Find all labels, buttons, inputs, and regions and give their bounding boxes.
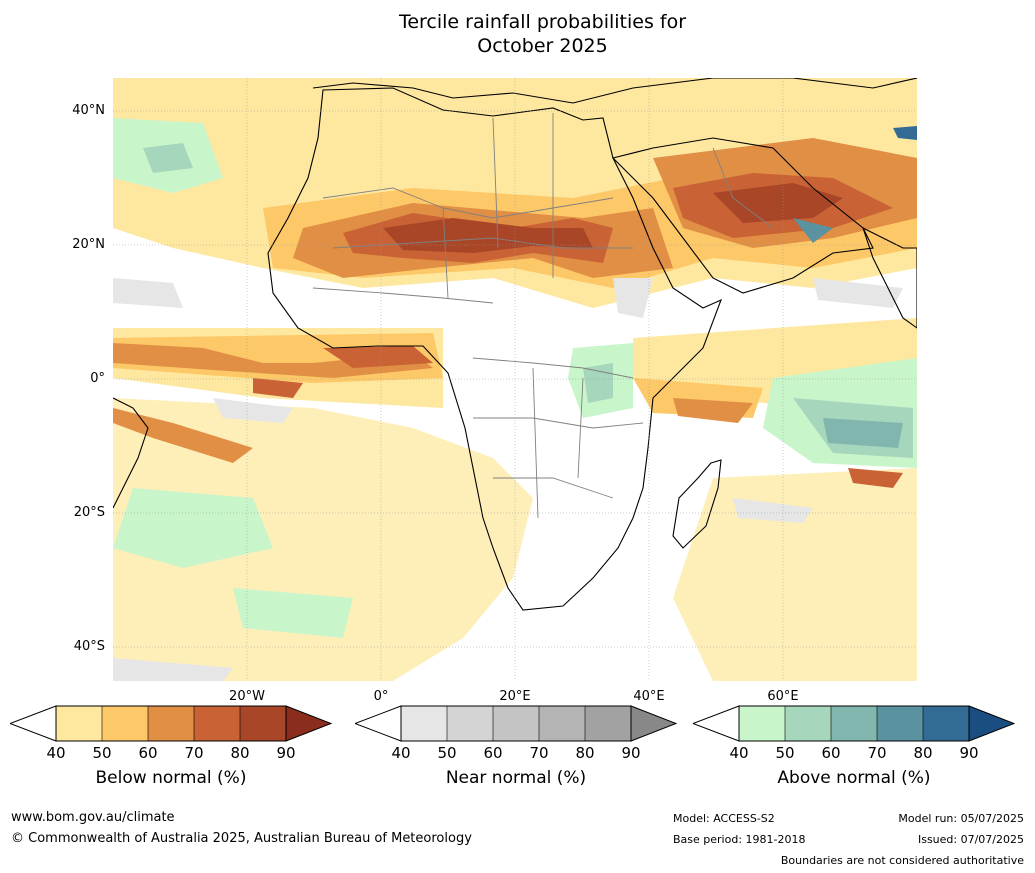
lat-label-0: 0° — [90, 371, 105, 386]
country-borders — [312, 113, 774, 519]
cbar3-bin-60-70 — [831, 706, 877, 741]
copyright-text: © Commonwealth of Australia 2025, Austra… — [11, 831, 472, 846]
below-normal-shading — [113, 78, 917, 681]
cbar3-tick: 80 — [913, 744, 933, 762]
map-title: Tercile rainfall probabilities for Octob… — [0, 10, 1035, 58]
cbar2-lower-arrow — [355, 705, 402, 742]
cbar3-tick: 50 — [775, 744, 795, 762]
lon-label-0: 0° — [373, 689, 389, 704]
cbar2-tick: 50 — [437, 744, 457, 762]
cbar2-tick: 80 — [575, 744, 595, 762]
cbar1-bin-80-90 — [240, 706, 286, 741]
near-normal-shading — [113, 278, 903, 681]
cbar2-bin-80-90 — [585, 706, 631, 741]
near-normal-colorbar — [355, 705, 677, 742]
cbar2-tick: 90 — [621, 744, 641, 762]
lon-label-60e: 60°E — [767, 689, 799, 704]
europe-coastline — [312, 78, 917, 104]
forecast-map[interactable] — [113, 78, 917, 681]
title-line-1: Tercile rainfall probabilities for — [398, 11, 687, 33]
cbar1-bin-60-70 — [148, 706, 194, 741]
cbar1-tick: 40 — [46, 744, 66, 762]
model-run-text: Model run: 05/07/2025 — [898, 812, 1024, 825]
cbar1-tick: 70 — [184, 744, 204, 762]
cbar1-bin-50-60 — [102, 706, 148, 741]
lon-label-20w: 20°W — [229, 689, 265, 704]
cbar1-tick: 80 — [230, 744, 250, 762]
cbar3-tick: 90 — [959, 744, 979, 762]
lat-label-40n: 40°N — [72, 103, 105, 118]
graticule — [113, 78, 917, 681]
cbar1-bin-40-50 — [56, 706, 102, 741]
lon-label-40e: 40°E — [633, 689, 665, 704]
cbar2-bin-70-80 — [539, 706, 585, 741]
cbar2-bin-50-60 — [447, 706, 493, 741]
cbar2-tick: 70 — [529, 744, 549, 762]
cbar3-bin-40-50 — [739, 706, 785, 741]
title-line-2: October 2025 — [477, 35, 608, 57]
cbar3-bin-80-90 — [923, 706, 969, 741]
base-period-text: Base period: 1981-2018 — [673, 833, 806, 846]
cbar3-upper-arrow — [968, 705, 1015, 742]
map-svg — [113, 78, 917, 681]
south-america-coastline — [113, 397, 149, 509]
below-normal-colorbar — [10, 705, 332, 742]
cbar1-tick: 90 — [276, 744, 296, 762]
cbar3-tick: 70 — [867, 744, 887, 762]
cbar3-tick: 60 — [821, 744, 841, 762]
cbar1-lower-arrow — [10, 705, 57, 742]
cbar3-bin-50-60 — [785, 706, 831, 741]
cbar1-tick: 50 — [92, 744, 112, 762]
cbar1-bin-70-80 — [194, 706, 240, 741]
above-normal-shading — [113, 118, 917, 638]
above-normal-label: Above normal (%) — [777, 768, 931, 788]
near-normal-label: Near normal (%) — [445, 768, 587, 788]
lon-label-20e: 20°E — [499, 689, 531, 704]
cbar3-lower-arrow — [693, 705, 740, 742]
cbar3-tick: 40 — [729, 744, 749, 762]
arabia-coastline — [611, 137, 874, 294]
cbar1-tick: 60 — [138, 744, 158, 762]
cbar2-tick: 60 — [483, 744, 503, 762]
india-coastline — [862, 226, 917, 329]
cbar1-upper-arrow — [285, 705, 332, 742]
cbar2-upper-arrow — [630, 705, 677, 742]
model-text: Model: ACCESS-S2 — [673, 812, 775, 825]
cbar2-bin-40-50 — [401, 706, 447, 741]
cbar3-bin-70-80 — [877, 706, 923, 741]
issued-text: Issued: 07/07/2025 — [917, 833, 1024, 846]
africa-coastline — [267, 87, 722, 611]
disclaimer-text: Boundaries are not considered authoritat… — [780, 854, 1024, 867]
below-normal-label: Below normal (%) — [95, 768, 247, 788]
madagascar-coastline — [672, 459, 722, 549]
lat-label-20n: 20°N — [72, 237, 105, 252]
cbar2-bin-60-70 — [493, 706, 539, 741]
above-normal-colorbar — [693, 705, 1015, 742]
website-link[interactable]: www.bom.gov.au/climate — [11, 810, 175, 825]
lat-label-40s: 40°S — [73, 639, 105, 654]
lat-label-20s: 20°S — [73, 505, 105, 520]
cbar2-tick: 40 — [391, 744, 411, 762]
